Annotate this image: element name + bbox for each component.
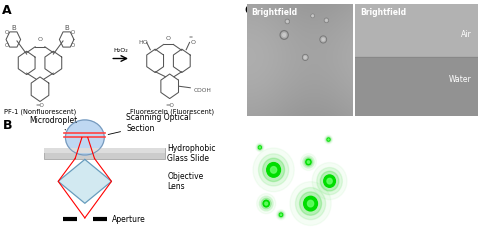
Circle shape: [263, 158, 285, 182]
Circle shape: [325, 136, 332, 143]
Circle shape: [306, 159, 311, 165]
Text: Aperture: Aperture: [111, 216, 145, 224]
Circle shape: [320, 171, 339, 191]
Circle shape: [259, 154, 288, 186]
Text: H₂O₂: H₂O₂: [113, 48, 128, 53]
Ellipse shape: [65, 120, 104, 155]
Circle shape: [328, 139, 329, 140]
Circle shape: [278, 212, 284, 218]
Text: =O: =O: [36, 103, 45, 108]
Circle shape: [322, 38, 324, 41]
Circle shape: [327, 178, 332, 184]
Circle shape: [286, 19, 289, 23]
Text: =O: =O: [165, 103, 174, 108]
Circle shape: [303, 55, 308, 60]
Bar: [355, 4, 478, 57]
Text: PF-1 (Nonfluorescent): PF-1 (Nonfluorescent): [4, 108, 76, 115]
Circle shape: [325, 19, 328, 22]
Bar: [44, 148, 165, 153]
Text: O: O: [71, 30, 75, 35]
Circle shape: [259, 196, 273, 211]
Circle shape: [324, 175, 336, 187]
Text: O: O: [166, 36, 171, 41]
Circle shape: [259, 147, 261, 148]
Circle shape: [277, 211, 285, 219]
Circle shape: [311, 14, 314, 18]
Text: Brightfield: Brightfield: [360, 8, 406, 17]
Text: O: O: [5, 43, 9, 48]
Circle shape: [265, 202, 268, 205]
Circle shape: [300, 192, 322, 215]
Circle shape: [327, 138, 330, 141]
Circle shape: [312, 15, 314, 17]
Text: A: A: [2, 4, 12, 17]
Circle shape: [283, 33, 286, 37]
Circle shape: [280, 214, 282, 216]
Text: O: O: [71, 43, 75, 48]
Text: Water: Water: [449, 75, 471, 84]
Circle shape: [257, 144, 263, 151]
Text: O: O: [191, 40, 196, 45]
Circle shape: [281, 32, 287, 38]
Text: C: C: [244, 4, 253, 17]
Text: 20 μm: 20 μm: [404, 214, 429, 223]
Circle shape: [296, 187, 325, 220]
Circle shape: [326, 20, 327, 21]
Circle shape: [263, 200, 269, 207]
Bar: [44, 148, 165, 159]
Circle shape: [312, 15, 313, 16]
Text: Scanning Optical
Section: Scanning Optical Section: [108, 113, 191, 135]
Polygon shape: [58, 159, 111, 203]
Circle shape: [261, 198, 271, 209]
Circle shape: [303, 55, 307, 59]
Text: Objective
Lens: Objective Lens: [167, 172, 204, 191]
Text: B: B: [2, 119, 12, 132]
Circle shape: [259, 146, 261, 149]
Text: B: B: [11, 25, 16, 31]
Text: Microdroplet: Microdroplet: [29, 116, 77, 130]
Circle shape: [324, 18, 328, 22]
Circle shape: [308, 200, 313, 207]
Text: =: =: [189, 35, 193, 40]
Text: Fluorescence: Fluorescence: [360, 124, 418, 133]
Circle shape: [287, 21, 288, 22]
Text: B: B: [64, 25, 69, 31]
Circle shape: [317, 168, 342, 195]
Circle shape: [307, 161, 310, 163]
Circle shape: [286, 20, 288, 23]
Circle shape: [302, 156, 314, 168]
Text: O: O: [37, 37, 43, 42]
Text: Brightfield: Brightfield: [252, 8, 298, 17]
Text: Hydrophobic
Glass Slide: Hydrophobic Glass Slide: [167, 144, 216, 163]
Text: Fluorescein (Fluorescent): Fluorescein (Fluorescent): [130, 108, 214, 115]
Text: COOH: COOH: [194, 88, 212, 93]
Text: Air: Air: [461, 30, 471, 40]
Circle shape: [280, 31, 288, 39]
Circle shape: [304, 157, 312, 167]
Text: Fluorescence: Fluorescence: [252, 124, 309, 133]
Circle shape: [321, 37, 325, 42]
Bar: [355, 57, 478, 116]
Text: HO: HO: [138, 40, 148, 45]
Circle shape: [271, 167, 276, 173]
Circle shape: [326, 137, 331, 142]
Text: O: O: [5, 30, 9, 35]
Circle shape: [258, 145, 262, 150]
Circle shape: [304, 196, 317, 211]
Circle shape: [304, 56, 306, 58]
Circle shape: [279, 213, 283, 216]
Circle shape: [267, 163, 280, 177]
Circle shape: [320, 36, 326, 43]
